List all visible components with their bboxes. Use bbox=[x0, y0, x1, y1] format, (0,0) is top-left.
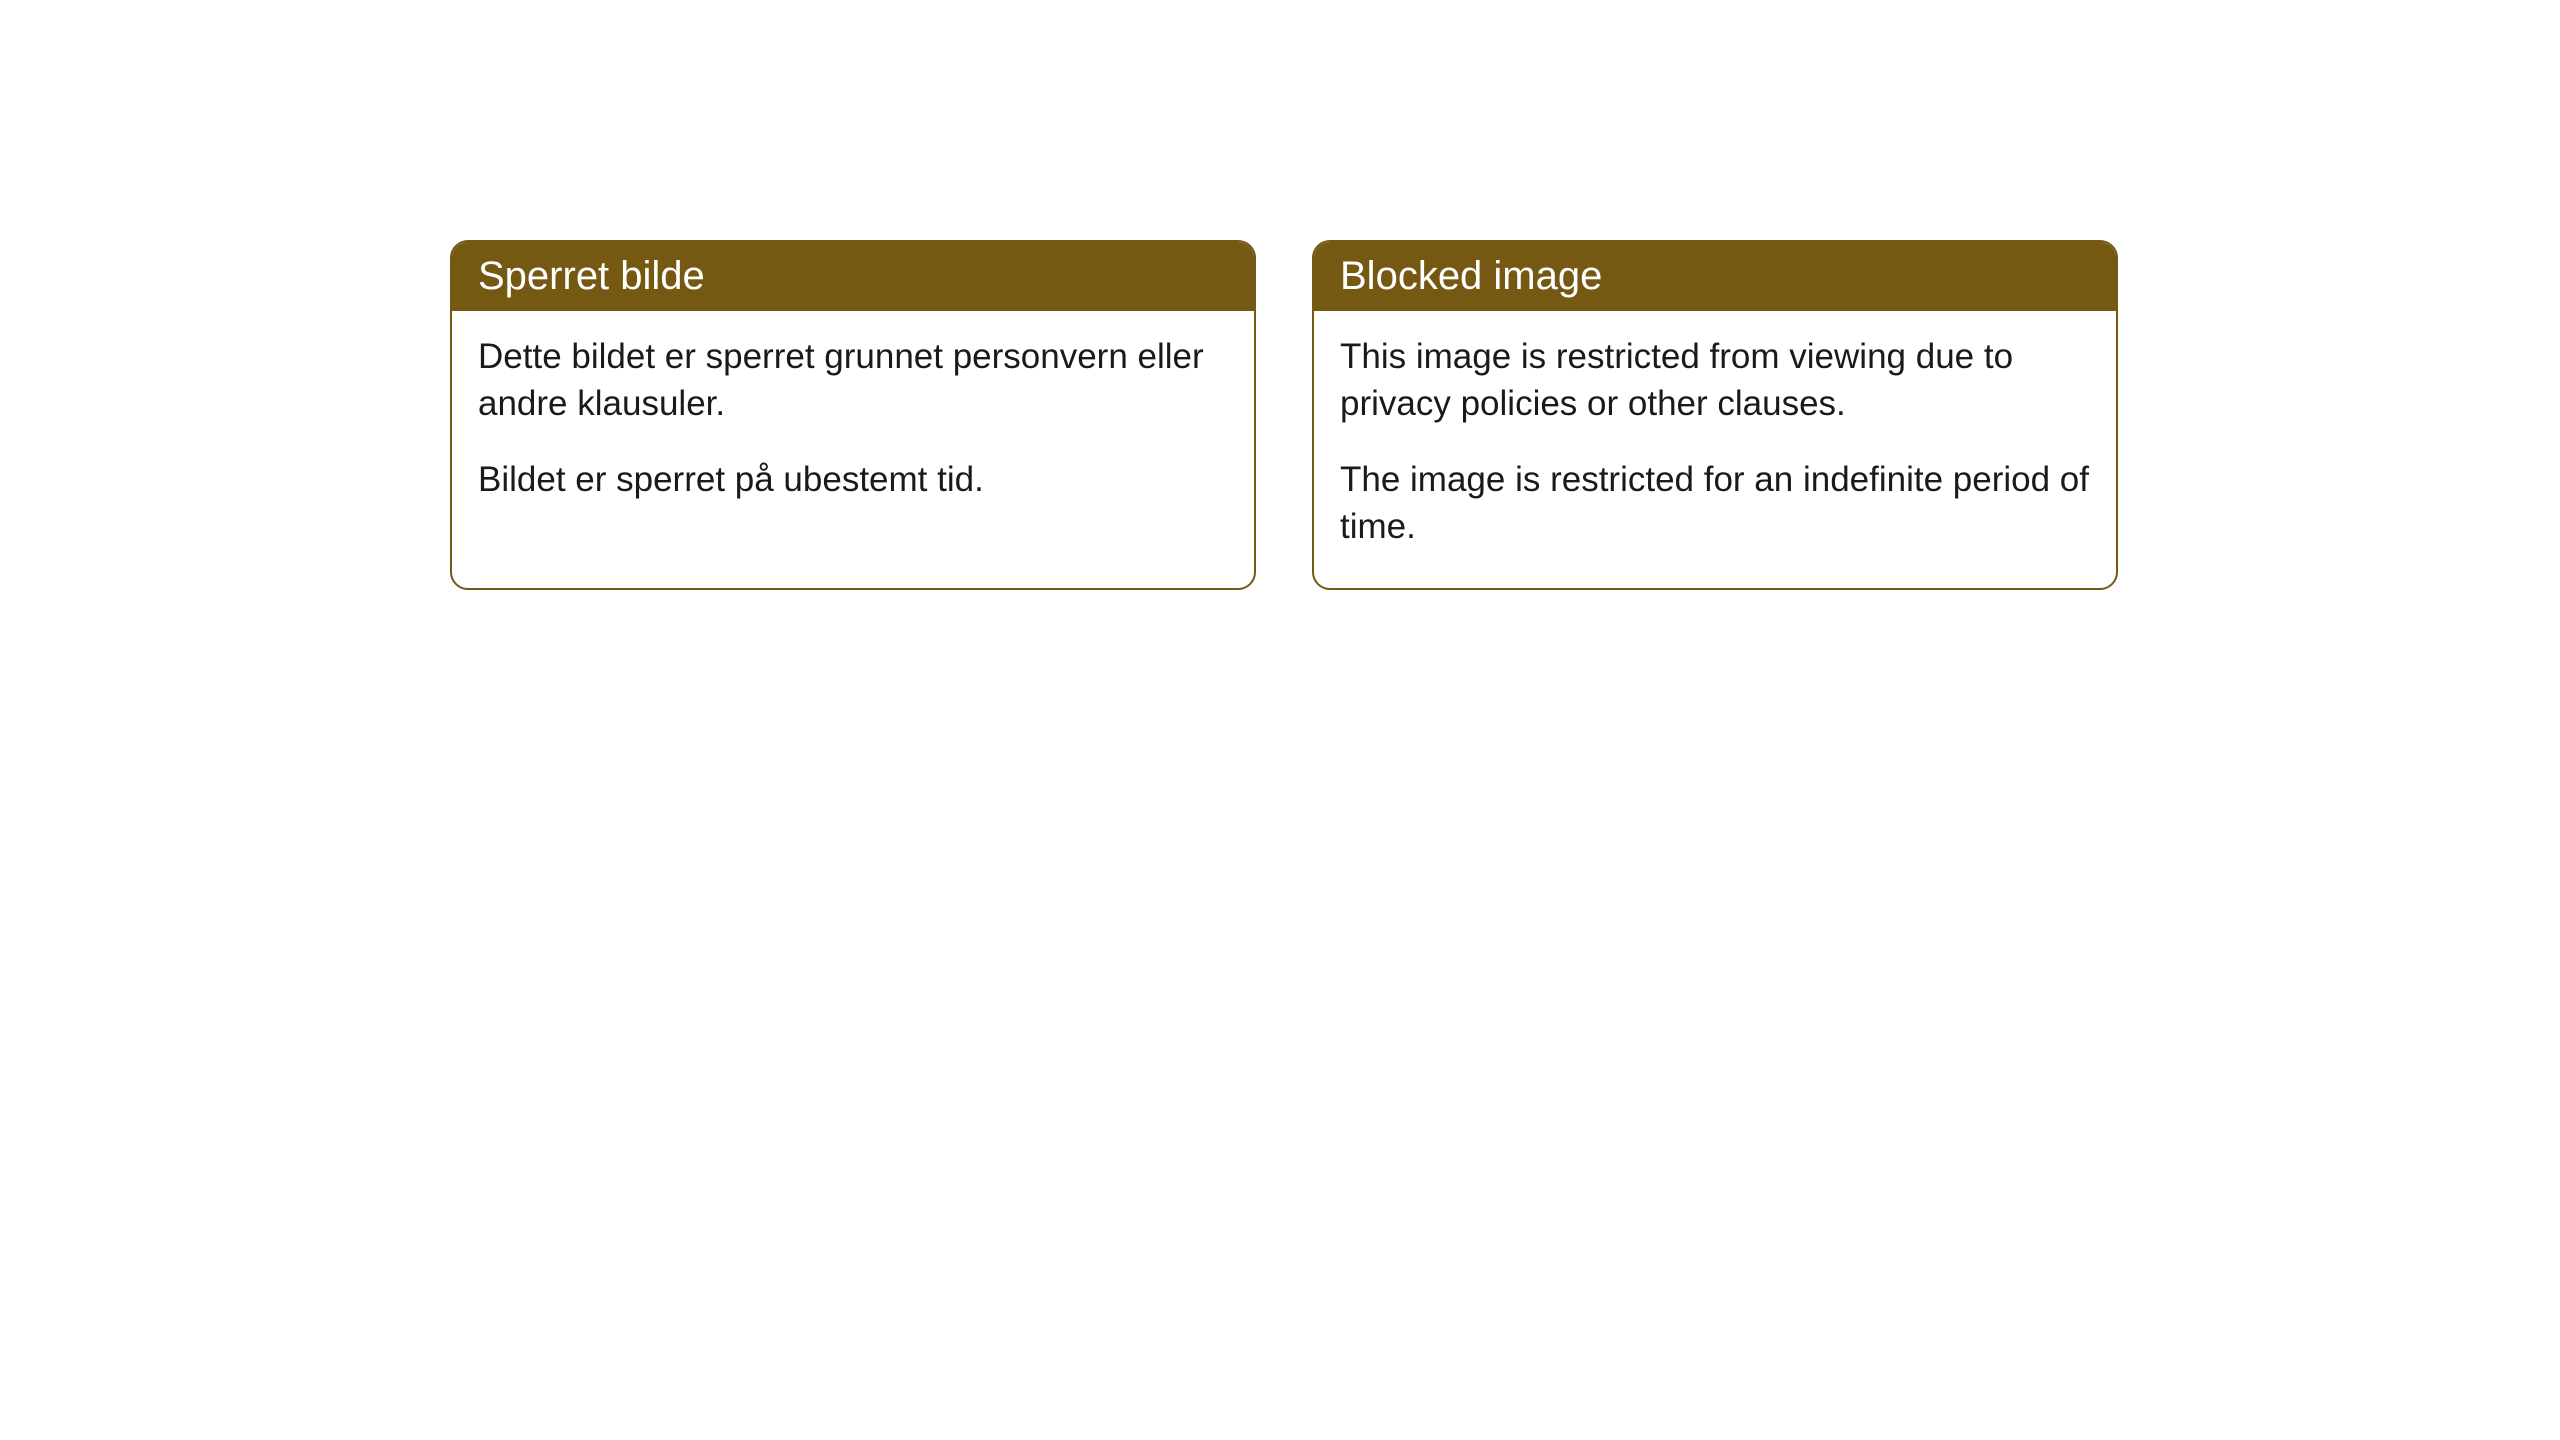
notice-text-line2: The image is restricted for an indefinit… bbox=[1340, 456, 2090, 551]
notice-card-norwegian: Sperret bilde Dette bildet er sperret gr… bbox=[450, 240, 1256, 590]
notice-text-line1: Dette bildet er sperret grunnet personve… bbox=[478, 333, 1228, 428]
card-body-english: This image is restricted from viewing du… bbox=[1314, 311, 2116, 588]
card-title: Sperret bilde bbox=[478, 254, 705, 298]
notice-text-line1: This image is restricted from viewing du… bbox=[1340, 333, 2090, 428]
card-title: Blocked image bbox=[1340, 254, 1602, 298]
notice-card-english: Blocked image This image is restricted f… bbox=[1312, 240, 2118, 590]
notice-container: Sperret bilde Dette bildet er sperret gr… bbox=[0, 0, 2560, 590]
card-header-norwegian: Sperret bilde bbox=[452, 242, 1254, 311]
notice-text-line2: Bildet er sperret på ubestemt tid. bbox=[478, 456, 1228, 503]
card-header-english: Blocked image bbox=[1314, 242, 2116, 311]
card-body-norwegian: Dette bildet er sperret grunnet personve… bbox=[452, 311, 1254, 541]
